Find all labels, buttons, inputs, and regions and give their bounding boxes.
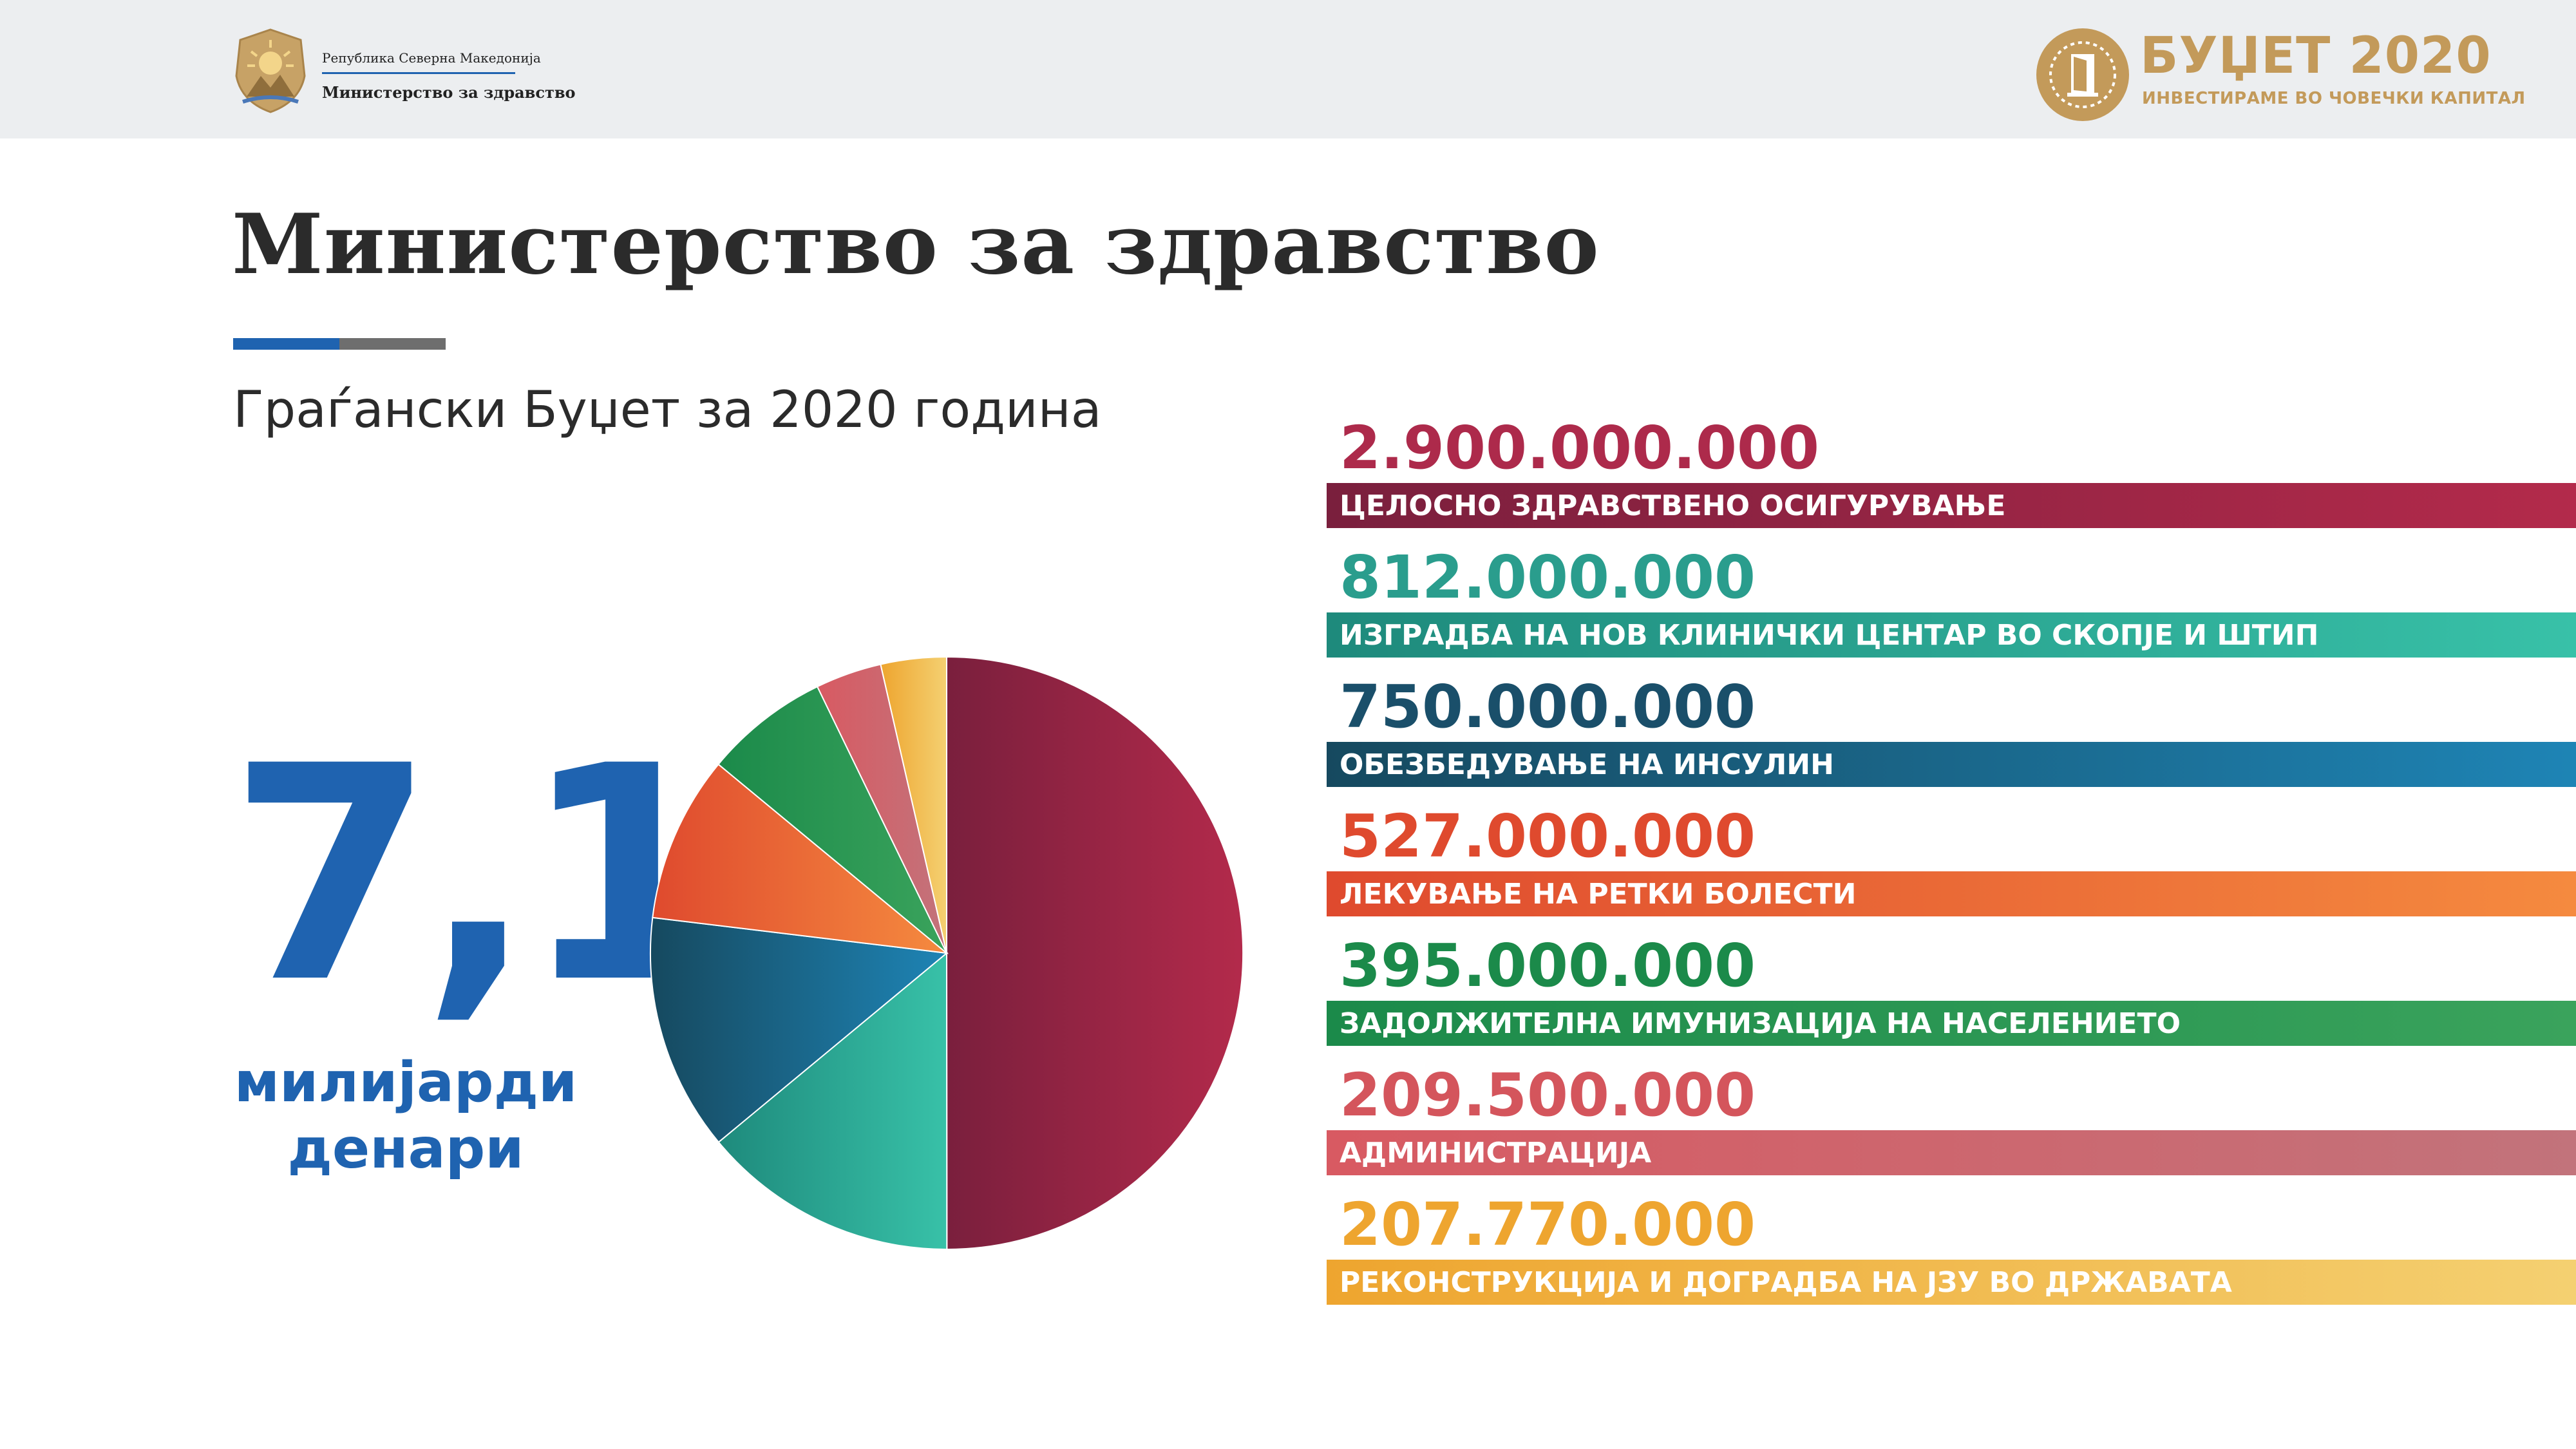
budget-item-value: 750.000.000 xyxy=(1340,672,1756,741)
budget-item-label: РЕКОНСТРУКЦИЈА И ДОГРАДБА НА ЈЗУ ВО ДРЖА… xyxy=(1340,1265,2232,1299)
budget-item-bar: ЦЕЛОСНО ЗДРАВСТВЕНО ОСИГУРУВАЊЕ xyxy=(1327,483,2576,528)
budget-item-value: 812.000.000 xyxy=(1340,543,1756,612)
budget-pie-chart xyxy=(650,656,1244,1251)
total-unit-line2: денари xyxy=(287,1117,524,1182)
total-budget-value: 7,1 xyxy=(229,703,728,1048)
pie-slice-2 xyxy=(717,951,948,1251)
budget-item-value: 207.770.000 xyxy=(1340,1190,1756,1259)
header-bar: Република Северна Македонија Министерств… xyxy=(0,0,2576,138)
door-sun-logo xyxy=(2036,28,2129,121)
budget-item: 527.000.000 ЛЕКУВАЊЕ НА РЕТКИ БОЛЕСТИ xyxy=(1327,807,2576,936)
pie-slice-5 xyxy=(717,685,947,954)
budget-item-label: ЛЕКУВАЊЕ НА РЕТКИ БОЛЕСТИ xyxy=(1340,877,1857,911)
budget-item-label: ЦЕЛОСНО ЗДРАВСТВЕНО ОСИГУРУВАЊЕ xyxy=(1340,489,2006,522)
title-underline-gray xyxy=(339,338,446,350)
total-budget-unit: милијарди денари xyxy=(232,1050,580,1182)
brand-title: БУЏЕТ 2020 xyxy=(2140,27,2492,85)
budget-item: 207.770.000 РЕКОНСТРУКЦИЈА И ДОГРАДБА НА … xyxy=(1327,1195,2576,1324)
budget-item-label: ОБЕЗБЕДУВАЊЕ НА ИНСУЛИН xyxy=(1340,748,1834,781)
budget-item: 395.000.000 ЗАДОЛЖИТЕЛНА ИМУНИЗАЦИЈА НА Н… xyxy=(1327,936,2576,1065)
pie-slice-3 xyxy=(650,916,949,1143)
budget-item-label: АДМИНИСТРАЦИЈА xyxy=(1340,1136,1652,1170)
budget-item: 2.900.000.000 ЦЕЛОСНО ЗДРАВСТВЕНО ОСИГУРУ… xyxy=(1327,419,2576,547)
government-label: Република Северна Македонија Министерств… xyxy=(322,50,576,102)
budget-item-bar: РЕКОНСТРУКЦИЈА И ДОГРАДБА НА ЈЗУ ВО ДРЖА… xyxy=(1327,1260,2576,1305)
total-unit-line1: милијарди xyxy=(234,1050,578,1115)
budget-item: 812.000.000 ИЗГРАДБА НА НОВ КЛИНИЧКИ ЦЕНТ… xyxy=(1327,548,2576,677)
ministry-name: Министерство за здравство xyxy=(322,83,576,102)
budget-item-value: 527.000.000 xyxy=(1340,802,1756,871)
budget-item-label: ИЗГРАДБА НА НОВ КЛИНИЧКИ ЦЕНТАР ВО СКОПЈ… xyxy=(1340,618,2319,652)
budget-item-bar: ЗАДОЛЖИТЕЛНА ИМУНИЗАЦИЈА НА НАСЕЛЕНИЕТО xyxy=(1327,1001,2576,1046)
brand-subtitle: ИНВЕСТИРАМЕ ВО ЧОВЕЧКИ КАПИТАЛ xyxy=(2142,89,2526,108)
republic-name: Република Северна Македонија xyxy=(322,50,541,66)
budget-item-bar: ЛЕКУВАЊЕ НА РЕТКИ БОЛЕСТИ xyxy=(1327,871,2576,916)
budget-item-bar: ОБЕЗБЕДУВАЊЕ НА ИНСУЛИН xyxy=(1327,742,2576,787)
pie-slice-4 xyxy=(652,763,949,954)
header-rule xyxy=(322,72,515,74)
budget-item-value: 209.500.000 xyxy=(1340,1061,1756,1130)
budget-item-bar: ИЗГРАДБА НА НОВ КЛИНИЧКИ ЦЕНТАР ВО СКОПЈ… xyxy=(1327,612,2576,658)
pie-slice-1 xyxy=(946,656,1244,1251)
title-underline-blue xyxy=(233,338,339,350)
budget-item-value: 395.000.000 xyxy=(1340,931,1756,1000)
budget-item-value: 2.900.000.000 xyxy=(1340,413,1819,482)
budget-item: 209.500.000 АДМИНИСТРАЦИЈА xyxy=(1327,1066,2576,1195)
budget-item-label: ЗАДОЛЖИТЕЛНА ИМУНИЗАЦИЈА НА НАСЕЛЕНИЕТО xyxy=(1340,1007,2181,1040)
coat-of-arms-emblem xyxy=(235,28,306,113)
page-title: Министерство за здравство xyxy=(232,196,1600,293)
page-subtitle: Граѓански Буџет за 2020 година xyxy=(233,381,1102,439)
budget-item: 750.000.000 ОБЕЗБЕДУВАЊЕ НА ИНСУЛИН xyxy=(1327,677,2576,806)
budget-item-bar: АДМИНИСТРАЦИЈА xyxy=(1327,1130,2576,1175)
pie-slice-7 xyxy=(880,656,947,954)
